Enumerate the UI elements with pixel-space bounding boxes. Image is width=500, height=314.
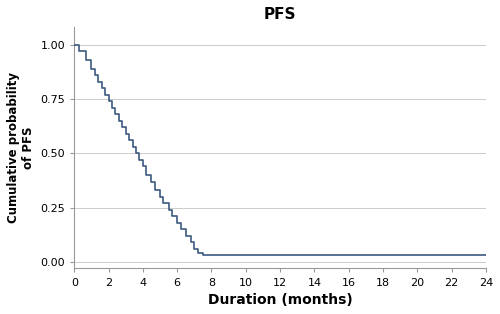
Y-axis label: Cumulative probability
of PFS: Cumulative probability of PFS — [7, 72, 35, 223]
X-axis label: Duration (months): Duration (months) — [208, 293, 352, 307]
Title: PFS: PFS — [264, 7, 296, 22]
